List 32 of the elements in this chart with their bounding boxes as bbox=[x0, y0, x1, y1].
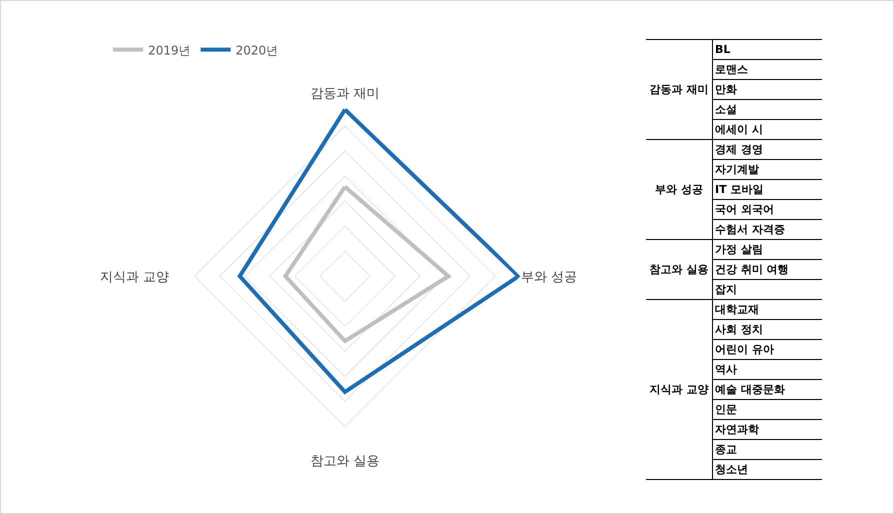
text: 역사 bbox=[715, 363, 737, 376]
text: 수험서 자격증 bbox=[715, 223, 785, 236]
text: 로맨스 bbox=[715, 63, 748, 76]
text: 가정 살림 bbox=[715, 243, 763, 256]
text: 경제 경영 bbox=[715, 143, 763, 156]
spoke-label: 참고와 실용 bbox=[310, 454, 380, 470]
text: 만화 bbox=[715, 83, 737, 96]
text: 감동과 재미 bbox=[650, 83, 708, 96]
legend-label: 2020년 bbox=[236, 43, 278, 58]
text: 종교 bbox=[715, 443, 737, 456]
text: BL bbox=[715, 43, 730, 56]
spoke-label: 지식과 교양 bbox=[100, 270, 170, 285]
spoke-label: 감동과 재미 bbox=[310, 86, 380, 102]
text: 인문 bbox=[715, 403, 737, 416]
legend-label: 2019년 bbox=[148, 43, 191, 58]
text: 어린이 유아 bbox=[715, 343, 774, 356]
text: 사회 정치 bbox=[715, 323, 763, 336]
text: 건강 취미 여행 bbox=[715, 263, 789, 276]
text: 자기계발 bbox=[715, 163, 759, 176]
text: 에세이 시 bbox=[715, 123, 763, 136]
text: 지식과 교양 bbox=[650, 383, 708, 396]
spoke-label: 부와 성공 bbox=[520, 270, 577, 285]
text: 참고와 실용 bbox=[650, 263, 708, 276]
text: 잡지 bbox=[715, 283, 737, 296]
text: 예술 대중문화 bbox=[715, 383, 785, 396]
text: 자연과학 bbox=[715, 423, 759, 436]
text: 청소년 bbox=[715, 463, 748, 476]
text: 국어 외국어 bbox=[715, 203, 774, 216]
text: 대학교재 bbox=[715, 303, 759, 316]
text: IT 모바일 bbox=[715, 183, 764, 196]
text: 부와 성공 bbox=[655, 183, 703, 196]
text: 소설 bbox=[715, 103, 737, 116]
